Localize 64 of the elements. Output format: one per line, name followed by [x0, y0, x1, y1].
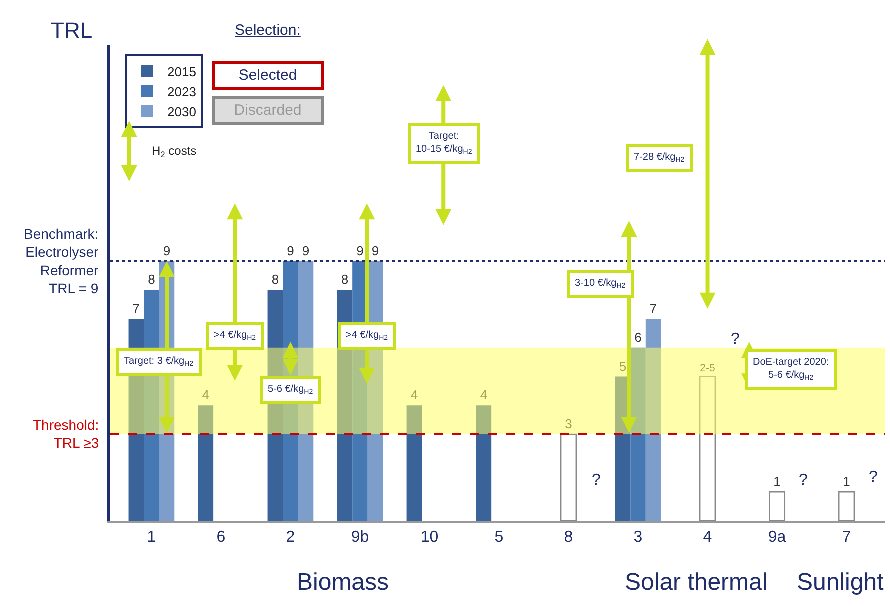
data-label: 6 [634, 330, 642, 345]
data-label: 4 [410, 388, 418, 403]
x-tick-label: 8 [564, 529, 574, 546]
data-label: 1 [843, 474, 850, 490]
bar [560, 434, 577, 521]
x-tick-label: 9a [768, 529, 786, 546]
legend-label: 2023 [168, 84, 196, 100]
x-tick-label: 2 [286, 529, 296, 546]
x-tick-label: 9b [351, 529, 370, 546]
y-axis-title: TRL [51, 18, 93, 43]
annotation: Target: 10-15 €/kg$_{H2}$ [416, 131, 472, 156]
text: Solar thermal [625, 569, 768, 596]
annotation: 7-28 €/kg$_{H2}$ [634, 152, 685, 164]
bar [769, 492, 786, 521]
data-label: 9 [356, 243, 364, 258]
text: Sunlight [797, 569, 884, 596]
data-label: 8 [341, 272, 349, 288]
annotation: DoE-target 2020: 5-6 €/kg$_{H2}$ [753, 357, 830, 382]
annotation: 3-10 €/kg$_{H2}$ [575, 278, 626, 290]
annotation: ? [592, 472, 601, 489]
annotation: >4 €/kg$_{H2}$ [346, 330, 388, 342]
x-tick-label: 10 [420, 529, 439, 546]
data-label: 9 [372, 243, 380, 258]
data-label: 8 [148, 272, 156, 288]
legend-label: 2015 [168, 64, 196, 80]
bar [646, 319, 662, 521]
annotation: 5-6 €/kg$_{H2}$ [268, 384, 314, 396]
ref-line-label: Benchmark: Electrolyser Reformer TRL = 9 [24, 226, 100, 297]
x-tick-label: 5 [494, 529, 504, 546]
legend-label: 2030 [168, 104, 196, 120]
bar [838, 492, 856, 521]
x-tick-label: 1 [147, 529, 156, 546]
bar [476, 406, 492, 521]
data-label: 9 [163, 243, 171, 258]
text: Biomass [297, 569, 390, 596]
annotation: H$_{2}$ costs [152, 144, 197, 160]
data-label: 7 [650, 301, 658, 316]
bar [700, 376, 716, 521]
x-tick-label: 7 [842, 529, 852, 546]
bar [630, 348, 646, 521]
annotation: ? [799, 472, 808, 489]
annotation: ? [869, 469, 878, 486]
x-tick-label: 4 [703, 529, 712, 546]
annotation: >4 €/kg$_{H2}$ [214, 330, 256, 342]
data-label: 8 [272, 272, 280, 288]
text: Selection: [235, 22, 301, 39]
ref-line-label: Threshold: TRL ≥3 [33, 417, 100, 452]
annotation: Selected [238, 67, 298, 84]
annotation: Target: 3 €/kg$_{H2}$ [124, 356, 194, 368]
data-label: 3 [565, 416, 572, 432]
data-label: 9 [302, 243, 310, 258]
bar [406, 406, 422, 521]
x-tick-label: 3 [634, 529, 643, 546]
data-label: 1 [774, 474, 781, 490]
data-label: 5 [619, 358, 627, 374]
x-tick-label: 6 [216, 529, 226, 546]
data-label: 4 [202, 388, 210, 403]
data-label: 7 [132, 301, 140, 316]
data-label: 4 [480, 388, 488, 403]
bar [198, 406, 214, 521]
data-label: 2-5 [700, 362, 716, 374]
data-label: 9 [287, 243, 294, 258]
annotation: ? [731, 331, 740, 348]
annotation: Discarded [234, 102, 302, 119]
